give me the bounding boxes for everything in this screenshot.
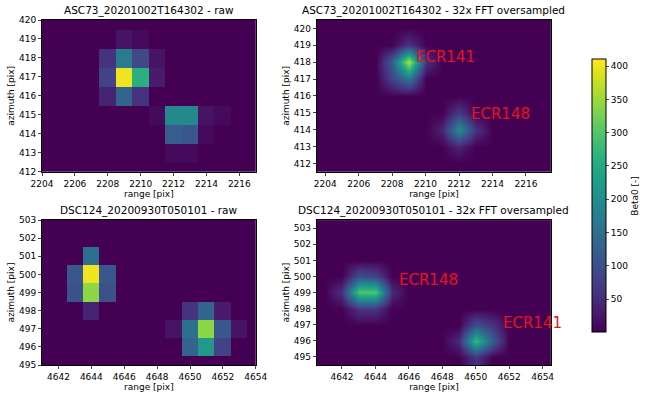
- svg-text:ECR148: ECR148: [471, 105, 530, 123]
- svg-text:2204: 2204: [31, 179, 54, 189]
- svg-text:501: 501: [294, 256, 311, 266]
- svg-text:400: 400: [611, 61, 628, 71]
- svg-text:ASC73_20201002T164302 - 32x FF: ASC73_20201002T164302 - 32x FFT oversamp…: [302, 4, 565, 17]
- svg-text:412: 412: [19, 167, 36, 177]
- svg-text:ECR148: ECR148: [399, 271, 458, 289]
- svg-text:50: 50: [611, 294, 623, 304]
- svg-text:418: 418: [294, 57, 311, 67]
- svg-text:2208: 2208: [381, 179, 404, 189]
- svg-text:4650: 4650: [464, 372, 487, 382]
- svg-text:range [pix]: range [pix]: [124, 382, 174, 392]
- svg-text:azimuth [pix]: azimuth [pix]: [281, 66, 291, 126]
- svg-text:412: 412: [294, 159, 311, 169]
- svg-text:414: 414: [19, 129, 36, 139]
- svg-text:419: 419: [19, 34, 36, 44]
- svg-text:4644: 4644: [80, 372, 103, 382]
- svg-text:2210: 2210: [414, 179, 437, 189]
- svg-text:497: 497: [294, 320, 311, 330]
- svg-text:414: 414: [294, 125, 311, 135]
- svg-text:503: 503: [19, 215, 36, 225]
- svg-text:499: 499: [19, 288, 36, 298]
- svg-text:413: 413: [19, 148, 36, 158]
- svg-text:4646: 4646: [113, 372, 136, 382]
- svg-text:416: 416: [294, 91, 311, 101]
- svg-text:498: 498: [294, 304, 311, 314]
- svg-text:2210: 2210: [129, 179, 152, 189]
- svg-text:416: 416: [19, 91, 36, 101]
- svg-text:4654: 4654: [244, 372, 267, 382]
- svg-text:4644: 4644: [364, 372, 387, 382]
- svg-text:2214: 2214: [195, 179, 218, 189]
- svg-text:500: 500: [19, 270, 36, 280]
- svg-text:415: 415: [294, 108, 311, 118]
- svg-text:417: 417: [19, 72, 36, 82]
- svg-text:417: 417: [294, 74, 311, 84]
- svg-text:502: 502: [19, 233, 36, 243]
- svg-text:497: 497: [19, 324, 36, 334]
- svg-text:2214: 2214: [481, 179, 504, 189]
- svg-text:200: 200: [611, 194, 628, 204]
- svg-text:2212: 2212: [162, 179, 185, 189]
- svg-text:2206: 2206: [347, 179, 370, 189]
- svg-text:300: 300: [611, 128, 628, 138]
- svg-text:415: 415: [19, 110, 36, 120]
- svg-text:496: 496: [294, 336, 311, 346]
- svg-text:range [pix]: range [pix]: [409, 382, 459, 392]
- svg-text:2212: 2212: [448, 179, 471, 189]
- svg-text:503: 503: [294, 223, 311, 233]
- svg-text:Beta0 [-]: Beta0 [-]: [630, 176, 640, 216]
- svg-text:4652: 4652: [211, 372, 234, 382]
- svg-text:4642: 4642: [47, 372, 70, 382]
- svg-text:2204: 2204: [314, 179, 337, 189]
- svg-text:413: 413: [294, 142, 311, 152]
- svg-text:4648: 4648: [431, 372, 454, 382]
- svg-text:4652: 4652: [498, 372, 521, 382]
- svg-text:4654: 4654: [531, 372, 554, 382]
- svg-text:azimuth [pix]: azimuth [pix]: [6, 263, 16, 323]
- svg-text:azimuth [pix]: azimuth [pix]: [6, 66, 16, 126]
- svg-text:420: 420: [19, 15, 36, 25]
- svg-text:ECR141: ECR141: [416, 48, 475, 66]
- svg-text:250: 250: [611, 161, 628, 171]
- svg-text:419: 419: [294, 40, 311, 50]
- svg-text:350: 350: [611, 95, 628, 105]
- svg-text:azimuth [pix]: azimuth [pix]: [281, 263, 291, 323]
- svg-text:4642: 4642: [330, 372, 353, 382]
- svg-text:499: 499: [294, 288, 311, 298]
- svg-text:4650: 4650: [179, 372, 202, 382]
- svg-text:496: 496: [19, 342, 36, 352]
- svg-text:420: 420: [294, 24, 311, 34]
- svg-text:502: 502: [294, 239, 311, 249]
- svg-text:DSC124_20200930T050101 - raw: DSC124_20200930T050101 - raw: [60, 204, 238, 217]
- svg-text:418: 418: [19, 53, 36, 63]
- svg-text:500: 500: [294, 272, 311, 282]
- svg-text:2208: 2208: [96, 179, 119, 189]
- svg-text:2216: 2216: [228, 179, 251, 189]
- svg-text:2206: 2206: [63, 179, 86, 189]
- svg-text:501: 501: [19, 251, 36, 261]
- svg-text:DSC124_20200930T050101 - 32x F: DSC124_20200930T050101 - 32x FFT oversam…: [298, 204, 569, 217]
- svg-text:ASC73_20201002T164302 - raw: ASC73_20201002T164302 - raw: [64, 4, 234, 17]
- svg-text:2216: 2216: [514, 179, 537, 189]
- svg-text:4648: 4648: [146, 372, 169, 382]
- svg-text:4646: 4646: [397, 372, 420, 382]
- svg-text:495: 495: [294, 352, 311, 362]
- svg-text:498: 498: [19, 306, 36, 316]
- svg-text:range [pix]: range [pix]: [409, 189, 459, 199]
- svg-text:495: 495: [19, 360, 36, 370]
- svg-text:100: 100: [611, 261, 628, 271]
- svg-text:range [pix]: range [pix]: [124, 189, 174, 199]
- svg-text:ECR141: ECR141: [503, 314, 562, 332]
- svg-text:150: 150: [611, 228, 628, 238]
